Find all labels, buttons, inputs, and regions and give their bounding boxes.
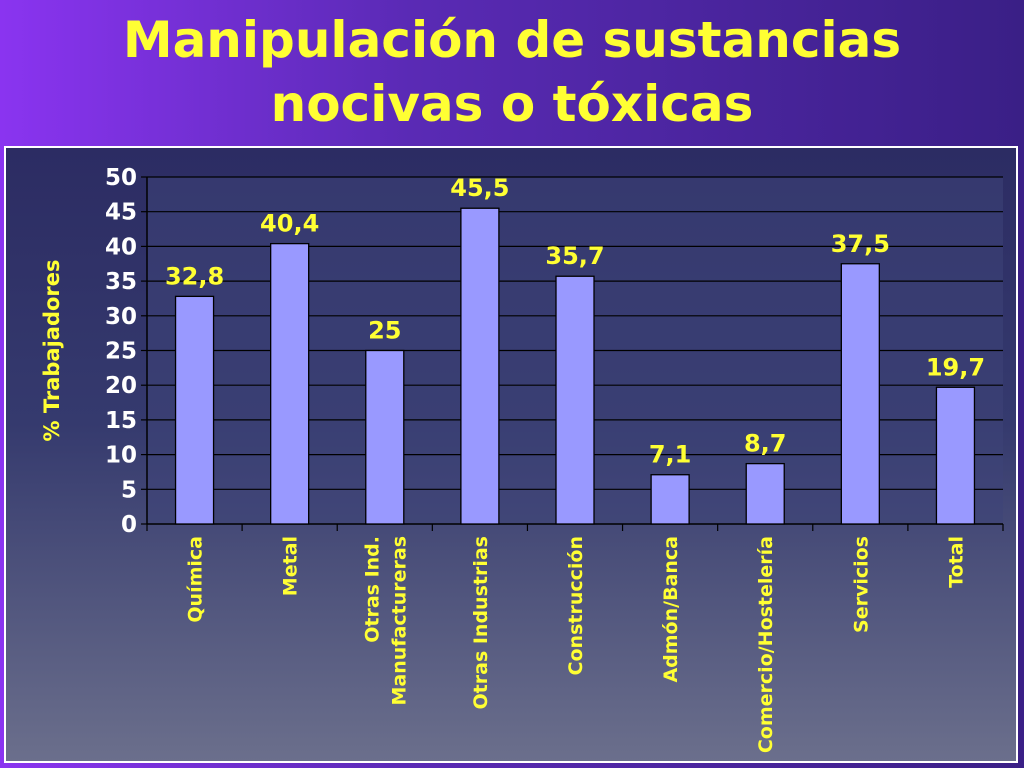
y-tick-label: 10 [105, 443, 137, 469]
bar [840, 263, 880, 525]
chart-panel: 0 5 10 15 20 25 30 35 40 45 50 % Trabajadores 32,8 Qu… [4, 146, 1018, 763]
bar-value-label: 7,1 [649, 441, 692, 469]
category-label: Total [945, 536, 967, 588]
bar [555, 275, 595, 525]
bar-value-label: 19,7 [926, 353, 985, 381]
bar [650, 474, 690, 525]
y-tick-label: 45 [105, 200, 137, 226]
bar-value-label: 35,7 [545, 242, 604, 270]
y-tick-label: 0 [121, 512, 137, 538]
category-label: Comercio/Hostelería [755, 536, 777, 753]
y-tick-label: 30 [105, 304, 137, 330]
category-label: Admón/Banca [660, 536, 682, 683]
category-label: Otras Ind. Manufactureras [361, 536, 410, 706]
bar-value-label: 32,8 [165, 262, 224, 290]
y-tick-label: 50 [105, 165, 137, 191]
category-label: Metal [280, 536, 302, 596]
bar-value-label: 8,7 [744, 430, 787, 458]
y-tick-label: 35 [105, 269, 137, 295]
slide-title-line-2: nocivas o tóxicas [270, 74, 754, 133]
y-tick-label: 15 [105, 408, 137, 434]
bar [460, 207, 500, 525]
slide-title-line-1: Manipulación de sustancias [122, 10, 902, 69]
y-tick-label: 25 [105, 339, 137, 365]
y-tick-label: 20 [105, 373, 137, 399]
category-label: Otras Industrias [470, 536, 492, 709]
bar-value-label: 37,5 [831, 230, 890, 258]
bar [745, 462, 785, 525]
bar-value-label: 45,5 [450, 174, 509, 202]
bar [270, 242, 310, 525]
y-tick-label: 40 [105, 234, 137, 260]
bar-value-label: 25 [368, 317, 401, 345]
bar-chart: 0 5 10 15 20 25 30 35 40 45 50 % Trabajadores 32,8 Qu… [40, 165, 1004, 753]
category-label: Química [185, 536, 207, 623]
category-label: Construcción [565, 536, 587, 675]
category-label: Servicios [850, 536, 872, 633]
bar [935, 386, 976, 525]
bar-value-label: 40,4 [260, 210, 319, 238]
bar [365, 349, 405, 525]
slide-title: Manipulación de sustancias nocivas o tóx… [0, 0, 1024, 143]
y-axis-label: % Trabajadores [40, 259, 64, 441]
y-tick-label: 5 [121, 477, 137, 503]
bar [174, 295, 215, 525]
